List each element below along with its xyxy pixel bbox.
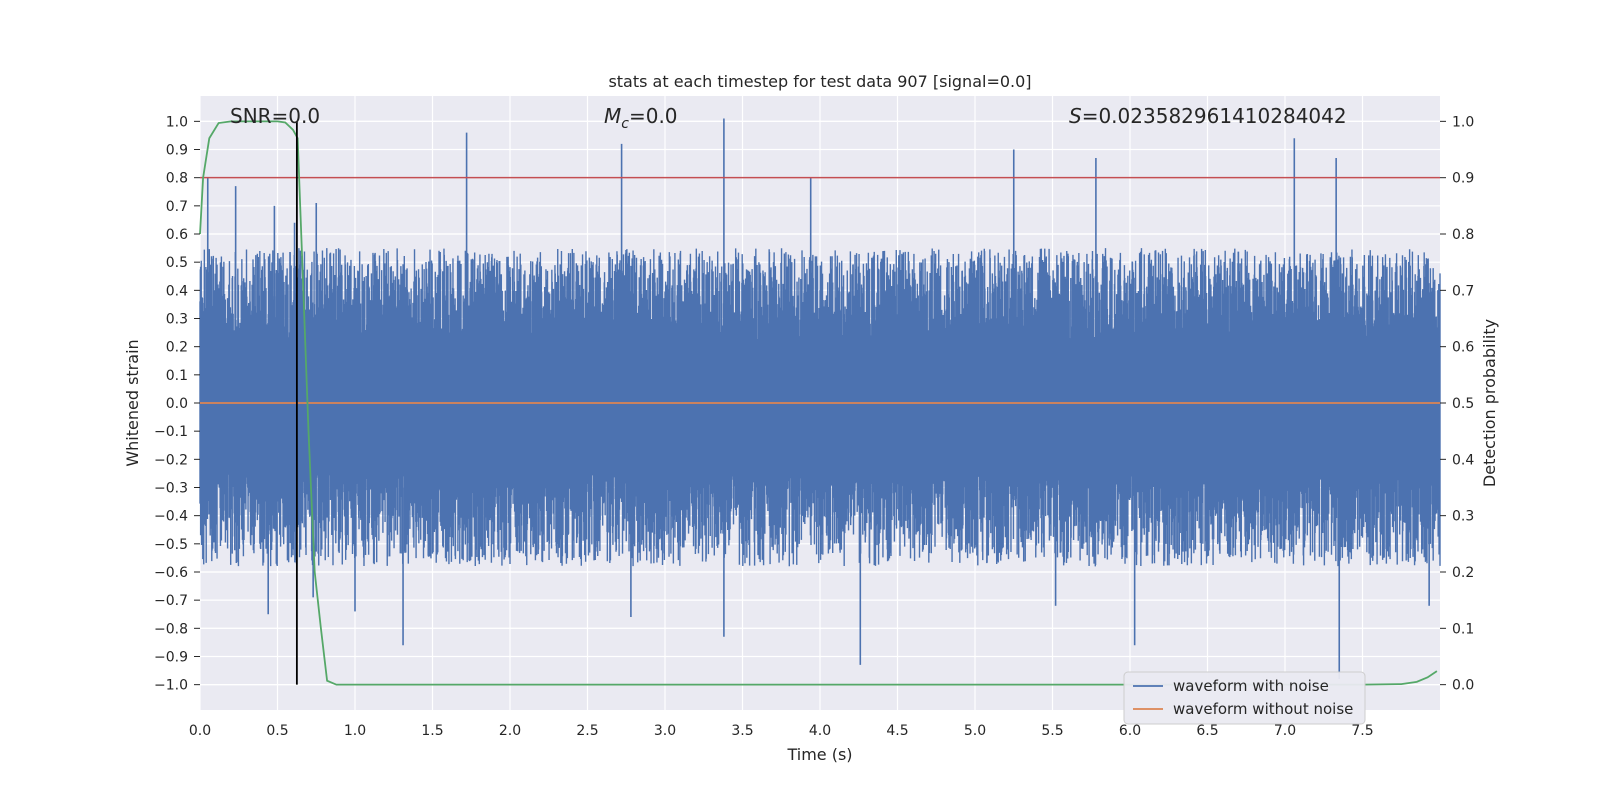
y2-tick-label: 0.9 xyxy=(1452,171,1474,187)
x-axis-label: Time (s) xyxy=(786,745,852,764)
y-tick-label: 0.1 xyxy=(166,368,188,384)
legend: waveform with noise waveform without noi… xyxy=(1123,671,1366,725)
y-tick-label: 0.4 xyxy=(166,283,188,299)
y2-tick-label: 0.4 xyxy=(1452,452,1474,468)
legend-noise-label: waveform with noise xyxy=(1173,677,1329,695)
y2-axis-label: Detection probability xyxy=(1480,319,1499,487)
chart-title: stats at each timestep for test data 907… xyxy=(608,72,1031,91)
s-symbol: S xyxy=(1069,104,1082,128)
legend-clean-label: waveform without noise xyxy=(1173,700,1353,718)
y-tick-label: −0.6 xyxy=(154,565,188,581)
y-tick-label: −0.9 xyxy=(154,649,188,665)
x-tick-label: 7.5 xyxy=(1351,723,1373,739)
x-tick-label: 4.0 xyxy=(809,723,831,739)
mc-symbol: M xyxy=(604,104,621,128)
y2-tick-label: 1.0 xyxy=(1452,114,1474,130)
x-tick-label: 2.0 xyxy=(499,723,521,739)
y-axis-label: Whitened strain xyxy=(123,339,142,466)
y2-tick-label: 0.0 xyxy=(1452,678,1474,694)
y2-tick-label: 0.3 xyxy=(1452,509,1474,525)
y2-tick-label: 0.5 xyxy=(1452,396,1474,412)
x-tick-label: 1.5 xyxy=(421,723,443,739)
y-tick-label: −1.0 xyxy=(154,678,188,694)
y2-tick-label: 0.1 xyxy=(1452,621,1474,637)
y-tick-label: −0.4 xyxy=(154,509,188,525)
x-tick-label: 0.0 xyxy=(189,723,211,739)
legend-box xyxy=(1123,671,1366,725)
y-tick-label: 0.6 xyxy=(166,227,188,243)
y-tick-label: 0.2 xyxy=(166,340,188,356)
y-tick-label: −0.1 xyxy=(154,424,188,440)
mc-value: =0.0 xyxy=(629,104,678,128)
y-tick-label: 0.0 xyxy=(166,396,188,412)
x-tick-label: 5.0 xyxy=(964,723,986,739)
y-tick-label: 1.0 xyxy=(166,114,188,130)
y-tick-label: 0.9 xyxy=(166,143,188,159)
y-tick-label: 0.3 xyxy=(166,312,188,328)
y2-tick-label: 0.8 xyxy=(1452,227,1474,243)
y-tick-label: −0.5 xyxy=(154,537,188,553)
mc-annotation: Mc=0.0 xyxy=(604,104,678,132)
x-tick-label: 7.0 xyxy=(1274,723,1296,739)
y-tick-label: 0.5 xyxy=(166,255,188,271)
y2-tick-label: 0.2 xyxy=(1452,565,1474,581)
x-tick-label: 5.5 xyxy=(1041,723,1063,739)
x-tick-label: 6.0 xyxy=(1119,723,1141,739)
tick-labels: 0.0 0.5 1.0 1.5 2.0 2.5 3.0 3.5 4.0 4.5 5.0 5.5 6.0 6… xyxy=(154,114,1474,739)
x-tick-label: 6.5 xyxy=(1196,723,1218,739)
y-tick-label: 0.8 xyxy=(166,171,188,187)
x-tick-label: 0.5 xyxy=(266,723,288,739)
y-tick-label: −0.3 xyxy=(154,480,188,496)
y2-tick-label: 0.6 xyxy=(1452,340,1474,356)
mc-subscript: c xyxy=(621,116,629,132)
y2-tick-label: 0.7 xyxy=(1452,283,1474,299)
x-tick-label: 1.0 xyxy=(344,723,366,739)
x-tick-label: 3.5 xyxy=(731,723,753,739)
s-value: =0.023582961410284042 xyxy=(1082,104,1347,128)
waveform-with-noise-series xyxy=(199,118,1441,680)
x-tick-label: 4.5 xyxy=(886,723,908,739)
y-tick-label: −0.7 xyxy=(154,593,188,609)
y-tick-label: −0.2 xyxy=(154,452,188,468)
s-annotation: S=0.023582961410284042 xyxy=(1069,104,1347,128)
snr-annotation: SNR=0.0 xyxy=(230,104,320,128)
x-tick-label: 2.5 xyxy=(576,723,598,739)
y-tick-label: 0.7 xyxy=(166,199,188,215)
y-tick-label: −0.8 xyxy=(154,621,188,637)
x-tick-label: 3.0 xyxy=(654,723,676,739)
